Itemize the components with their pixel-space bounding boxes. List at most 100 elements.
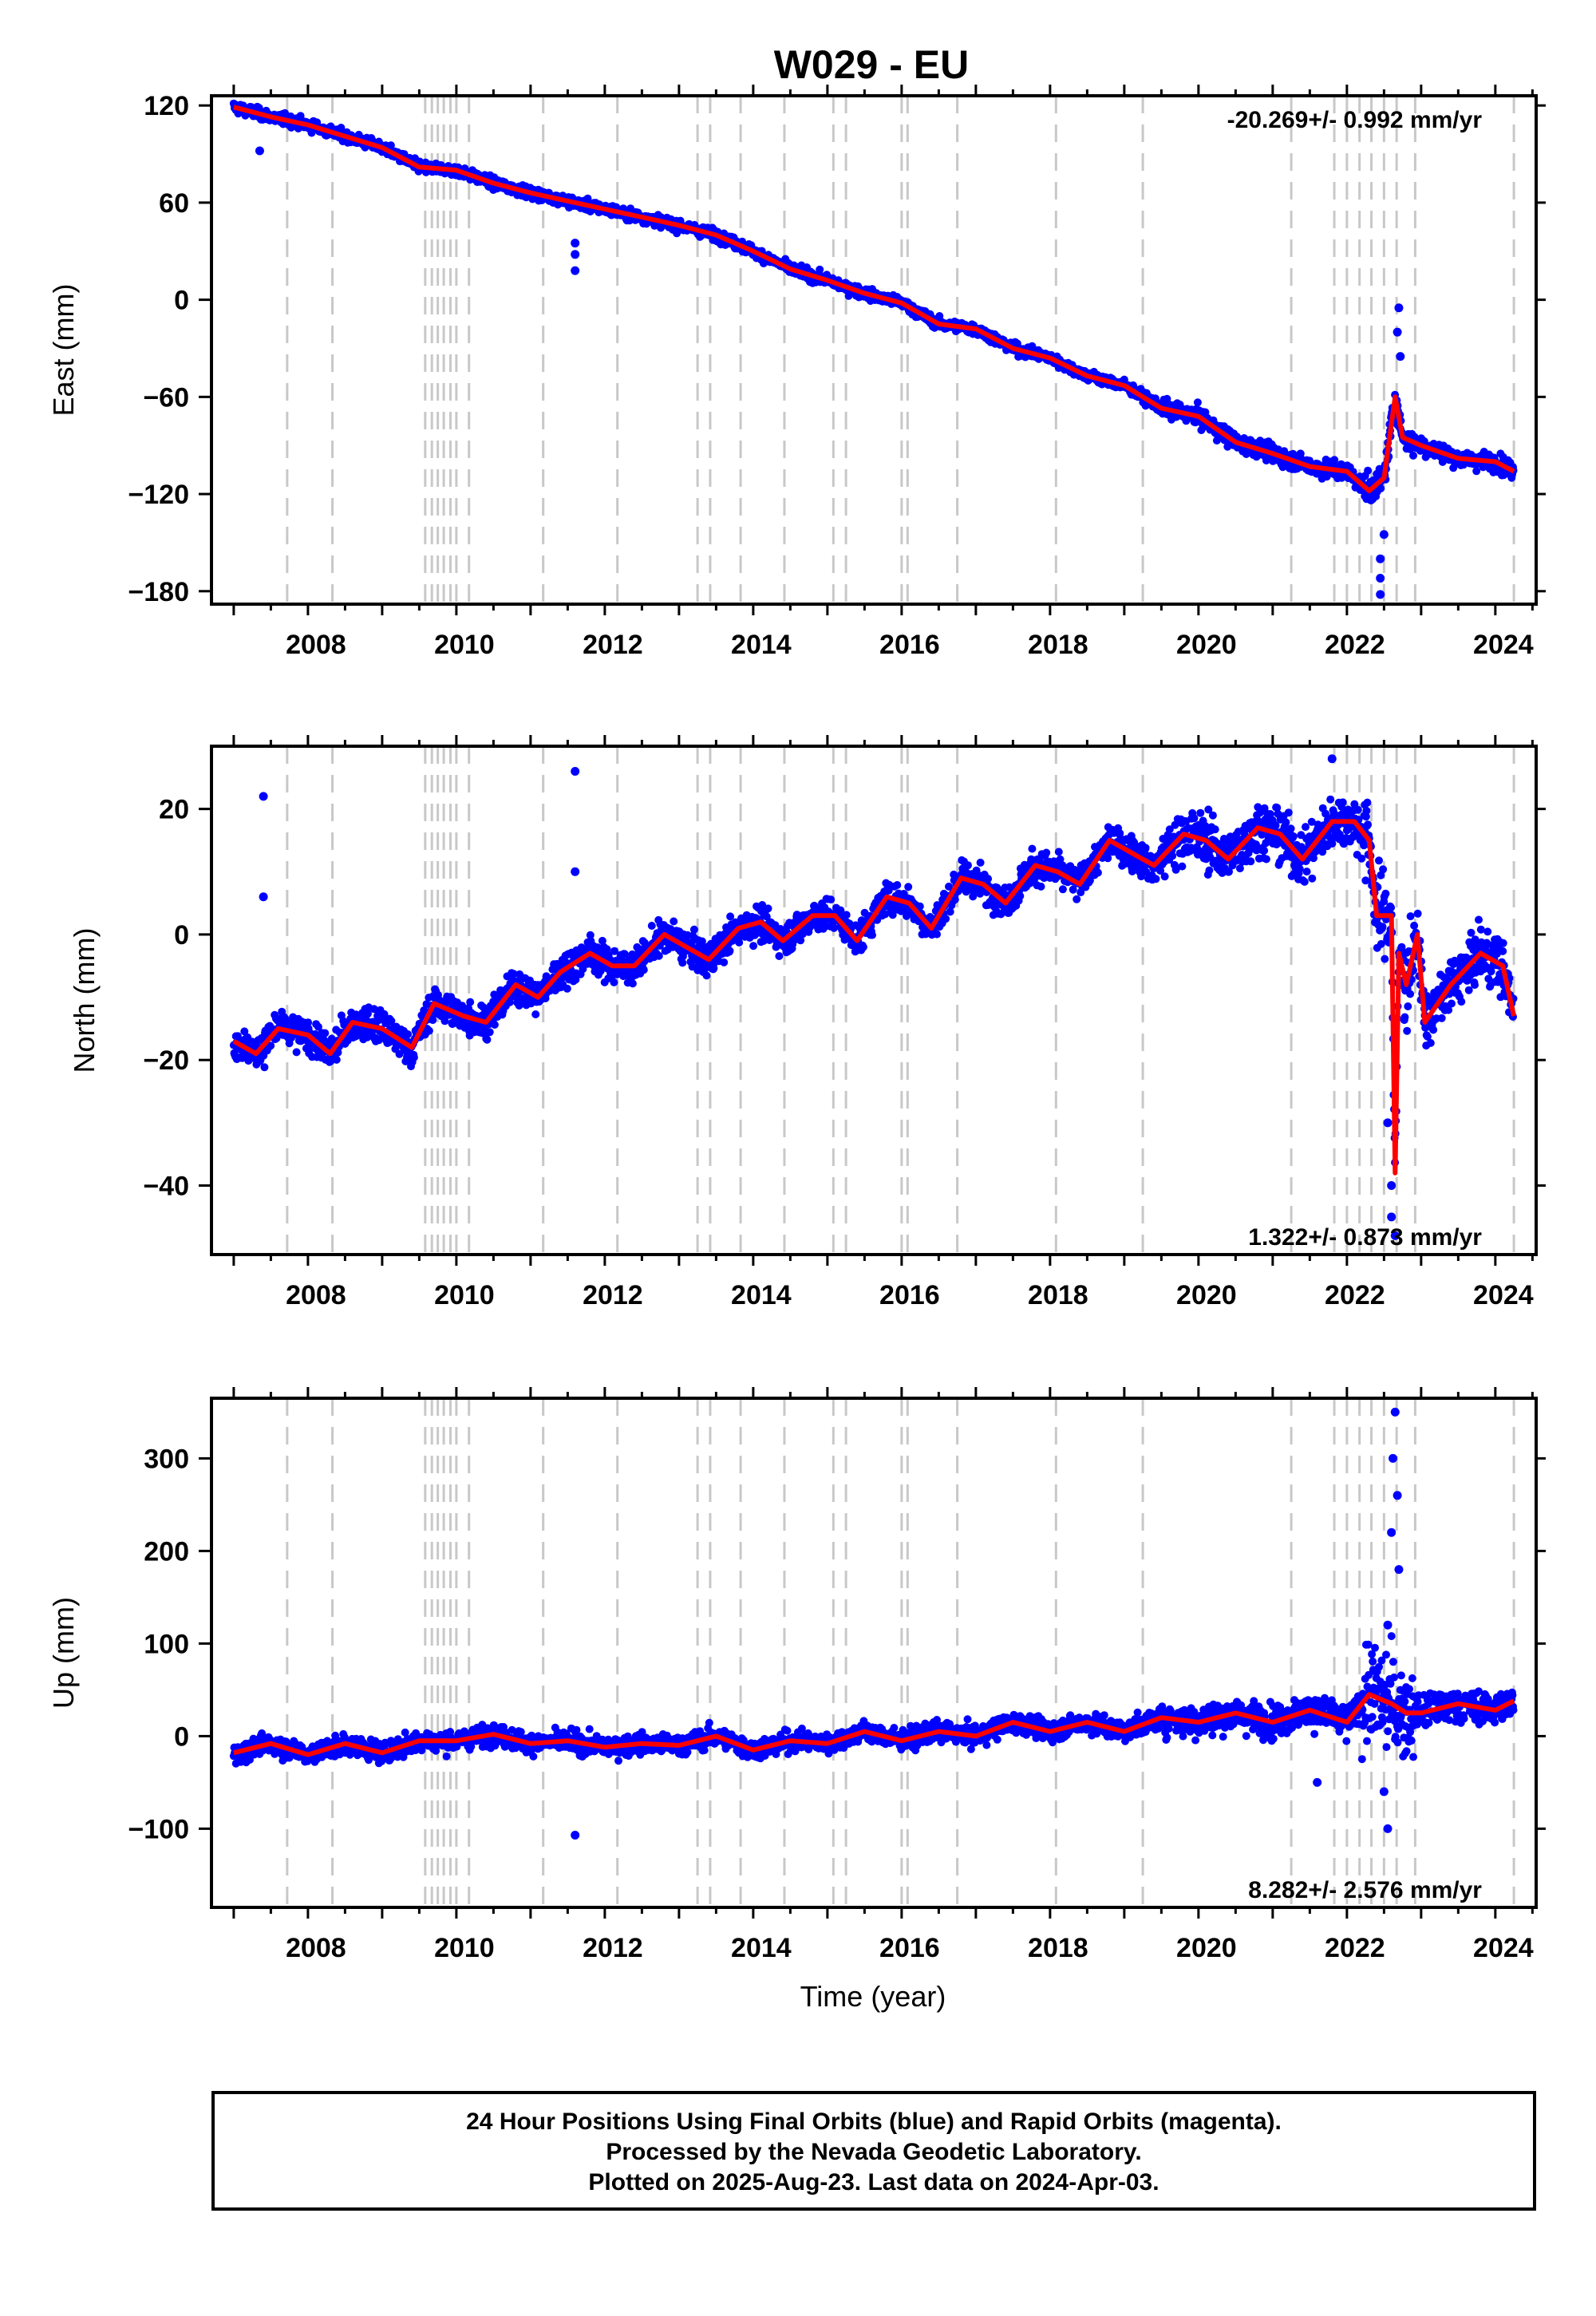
data-point xyxy=(404,1030,413,1038)
data-point xyxy=(1054,848,1063,856)
x-tick-label: 2012 xyxy=(583,630,643,660)
data-point xyxy=(321,1029,330,1037)
data-point xyxy=(610,978,618,986)
data-point xyxy=(429,1016,437,1025)
data-point xyxy=(387,1017,396,1026)
data-point xyxy=(598,936,606,945)
data-point xyxy=(586,931,595,939)
outlier-point xyxy=(1376,574,1385,583)
data-point xyxy=(702,971,711,980)
data-point xyxy=(628,979,637,988)
data-point xyxy=(893,881,902,889)
data-point xyxy=(531,1010,540,1018)
x-tick-label: 2010 xyxy=(434,630,495,660)
data-point xyxy=(409,1053,418,1061)
data-point xyxy=(240,1027,249,1036)
data-point xyxy=(762,912,771,921)
outlier-point xyxy=(1393,327,1402,337)
data-point xyxy=(749,942,758,951)
data-point xyxy=(386,141,395,150)
y-tick-label: 60 xyxy=(159,188,189,219)
data-point xyxy=(267,1041,275,1050)
data-point xyxy=(689,925,698,934)
data-point xyxy=(620,950,629,958)
data-point xyxy=(1472,467,1481,476)
data-point xyxy=(1069,885,1077,894)
data-point xyxy=(1073,895,1081,903)
data-point xyxy=(1364,466,1373,475)
data-point xyxy=(260,1063,269,1072)
data-point xyxy=(946,907,954,916)
data-point xyxy=(836,906,845,915)
data-point xyxy=(1193,398,1202,407)
x-tick-label: 2020 xyxy=(1176,630,1237,660)
data-point xyxy=(1151,394,1159,403)
data-point xyxy=(304,1018,313,1027)
data-point xyxy=(678,958,687,967)
y-tick-label: −60 xyxy=(143,382,189,413)
data-point xyxy=(466,998,475,1006)
data-point xyxy=(292,1048,301,1057)
outlier-point xyxy=(1376,590,1385,599)
panel-north: North (mm) 1.322+/- 0.873 mm/yr 200−20−4… xyxy=(68,735,1546,1310)
data-point xyxy=(726,912,735,921)
data-point xyxy=(332,1055,341,1064)
data-point xyxy=(1085,876,1094,885)
data-point xyxy=(425,1026,433,1035)
data-point xyxy=(639,966,648,974)
model-line-east xyxy=(233,105,1515,493)
outlier-point xyxy=(571,239,580,248)
data-point xyxy=(440,1017,449,1026)
x-tick-label: 2022 xyxy=(1325,630,1385,660)
x-tick-label: 2024 xyxy=(1473,630,1534,660)
daily-points-east xyxy=(229,99,1518,599)
y-tick-label: 120 xyxy=(144,91,189,121)
data-point xyxy=(950,895,959,904)
rate-label-east: -20.269+/- 0.992 mm/yr xyxy=(1227,107,1483,133)
data-point xyxy=(485,1028,494,1037)
data-point xyxy=(933,930,941,939)
data-point xyxy=(1042,848,1051,857)
x-tick-label: 2018 xyxy=(1028,630,1088,660)
data-point xyxy=(1377,484,1385,492)
outlier-point xyxy=(1394,303,1404,313)
outlier-point xyxy=(571,250,580,259)
data-point xyxy=(571,975,580,984)
plot-frame-east xyxy=(210,94,1538,606)
data-point xyxy=(654,951,663,960)
y-axis-label-east: East (mm) xyxy=(47,284,80,417)
data-point xyxy=(670,917,678,926)
data-point xyxy=(830,923,839,932)
data-point xyxy=(859,943,867,951)
y-tick-label: −120 xyxy=(128,480,189,510)
data-point xyxy=(369,1005,378,1014)
data-point xyxy=(720,958,729,966)
data-point xyxy=(233,1032,242,1041)
y-tick-label: 0 xyxy=(174,286,189,316)
data-point xyxy=(796,936,805,945)
outlier-point xyxy=(1396,352,1405,362)
data-point xyxy=(395,1049,404,1058)
data-point xyxy=(816,265,824,274)
data-point xyxy=(759,937,768,945)
x-tick-label: 2016 xyxy=(879,630,940,660)
data-point xyxy=(827,895,836,904)
x-tick-label: 2008 xyxy=(286,630,346,660)
data-point xyxy=(964,861,972,870)
daily-points-north xyxy=(229,754,1518,1240)
data-point xyxy=(984,875,993,883)
panel-east: East (mm) -20.269+/- 0.992 mm/yr 120 60 0 −… xyxy=(47,85,1546,660)
data-point xyxy=(1058,885,1067,894)
data-point xyxy=(483,1035,492,1044)
data-point xyxy=(1409,451,1417,460)
data-point xyxy=(942,915,950,923)
data-point xyxy=(904,883,913,891)
plot-content-north xyxy=(229,746,1518,1255)
data-point xyxy=(647,922,656,930)
y-tick-label: −180 xyxy=(128,577,189,607)
outlier-point xyxy=(1376,554,1385,563)
data-point xyxy=(868,931,876,939)
outlier-point xyxy=(571,266,580,275)
data-point xyxy=(1037,882,1045,891)
x-tick-label: 2014 xyxy=(731,630,792,660)
